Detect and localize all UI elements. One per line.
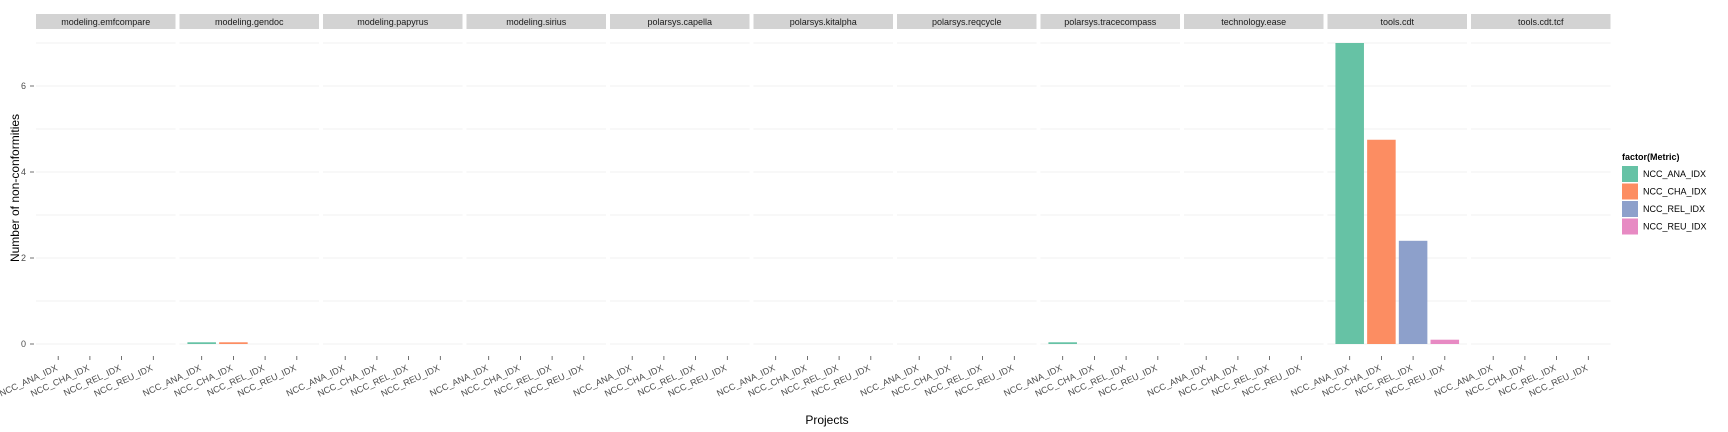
facet-panel-modeling-sirius: modeling.siriusNCC_ANA_IDXNCC_CHA_IDXNCC… xyxy=(428,14,606,399)
bar-ncc_rel_idx xyxy=(1398,240,1428,344)
legend-label: NCC_REU_IDX xyxy=(1643,222,1707,232)
facet-strip xyxy=(1471,14,1611,29)
bar-ncc_reu_idx xyxy=(1430,339,1460,344)
bar-ncc_ana_idx xyxy=(1335,43,1364,344)
facet-strip-label: polarsys.tracecompass xyxy=(1064,17,1157,27)
legend-swatch-ncc_cha_idx xyxy=(1622,183,1638,200)
legend-swatch-ncc_rel_idx xyxy=(1622,201,1638,217)
bar-ncc_ana_idx xyxy=(1048,342,1077,344)
facet-panel-tools-cdt-tcf: tools.cdt.tcfNCC_ANA_IDXNCC_CHA_IDXNCC_R… xyxy=(1433,14,1611,399)
facet-strip xyxy=(753,14,893,29)
facet-panel-modeling-gendoc: modeling.gendocNCC_ANA_IDXNCC_CHA_IDXNCC… xyxy=(141,14,319,399)
facet-strip xyxy=(466,14,606,29)
facet-panel-modeling-emfcompare: modeling.emfcompareNCC_ANA_IDXNCC_CHA_ID… xyxy=(0,14,176,399)
y-tick-label: 2 xyxy=(21,253,26,263)
y-tick-label: 4 xyxy=(21,167,26,177)
facet-panel-technology-ease: technology.easeNCC_ANA_IDXNCC_CHA_IDXNCC… xyxy=(1146,14,1324,399)
facet-strip xyxy=(610,14,750,29)
y-tick-label: 6 xyxy=(21,81,26,91)
facet-strip-label: modeling.papyrus xyxy=(357,17,429,27)
legend-label: NCC_REL_IDX xyxy=(1643,204,1705,214)
facet-strip xyxy=(36,14,176,29)
legend: factor(Metric) NCC_ANA_IDX NCC_CHA_IDX NCC… xyxy=(1622,152,1707,235)
facet-strip-label: polarsys.reqcycle xyxy=(932,17,1002,27)
legend-swatch-ncc_reu_idx xyxy=(1622,218,1638,235)
legend-label: NCC_ANA_IDX xyxy=(1643,169,1706,179)
facet-strip-label: tools.cdt.tcf xyxy=(1518,17,1564,27)
bar-ncc_cha_idx xyxy=(1367,139,1396,344)
facet-strip xyxy=(897,14,1037,29)
facet-panel-tools-cdt: tools.cdtNCC_ANA_IDXNCC_CHA_IDXNCC_REL_I… xyxy=(1289,14,1467,399)
facet-strip-label: polarsys.capella xyxy=(647,17,712,27)
facet-strip-label: tools.cdt xyxy=(1380,17,1414,27)
y-axis-title: Number of non-conformities xyxy=(8,114,22,262)
facet-strip xyxy=(179,14,319,29)
facet-strip xyxy=(323,14,463,29)
facet-panel-polarsys-reqcycle: polarsys.reqcycleNCC_ANA_IDXNCC_CHA_IDXN… xyxy=(859,14,1037,399)
y-tick-label: 0 xyxy=(21,339,26,349)
bar-ncc_cha_idx xyxy=(219,342,248,344)
facet-strip xyxy=(1040,14,1180,29)
legend-label: NCC_CHA_IDX xyxy=(1643,187,1707,197)
y-axis: 0 2 4 6 xyxy=(21,81,34,349)
x-axis-title: Projects xyxy=(805,413,848,427)
facet-panel-polarsys-tracecompass: polarsys.tracecompassNCC_ANA_IDXNCC_CHA_… xyxy=(1002,14,1180,399)
facet-strip-label: technology.ease xyxy=(1221,17,1286,27)
facet-strip-label: modeling.gendoc xyxy=(215,17,284,27)
facet-strip xyxy=(1184,14,1324,29)
legend-swatch-ncc_ana_idx xyxy=(1622,166,1638,182)
facet-strip-label: modeling.sirius xyxy=(506,17,567,27)
facet-strip-label: modeling.emfcompare xyxy=(61,17,150,27)
facet-strip xyxy=(1327,14,1467,29)
facet-strip-label: polarsys.kitalpha xyxy=(790,17,857,27)
legend-title: factor(Metric) xyxy=(1622,152,1680,162)
bar-ncc_ana_idx xyxy=(187,342,216,344)
facet-panel-modeling-papyrus: modeling.papyrusNCC_ANA_IDXNCC_CHA_IDXNC… xyxy=(285,14,463,399)
facet-panel-polarsys-capella: polarsys.capellaNCC_ANA_IDXNCC_CHA_IDXNC… xyxy=(572,14,750,399)
facet-panel-polarsys-kitalpha: polarsys.kitalphaNCC_ANA_IDXNCC_CHA_IDXN… xyxy=(715,14,893,399)
facet-panels: modeling.emfcompareNCC_ANA_IDXNCC_CHA_ID… xyxy=(0,14,1611,399)
